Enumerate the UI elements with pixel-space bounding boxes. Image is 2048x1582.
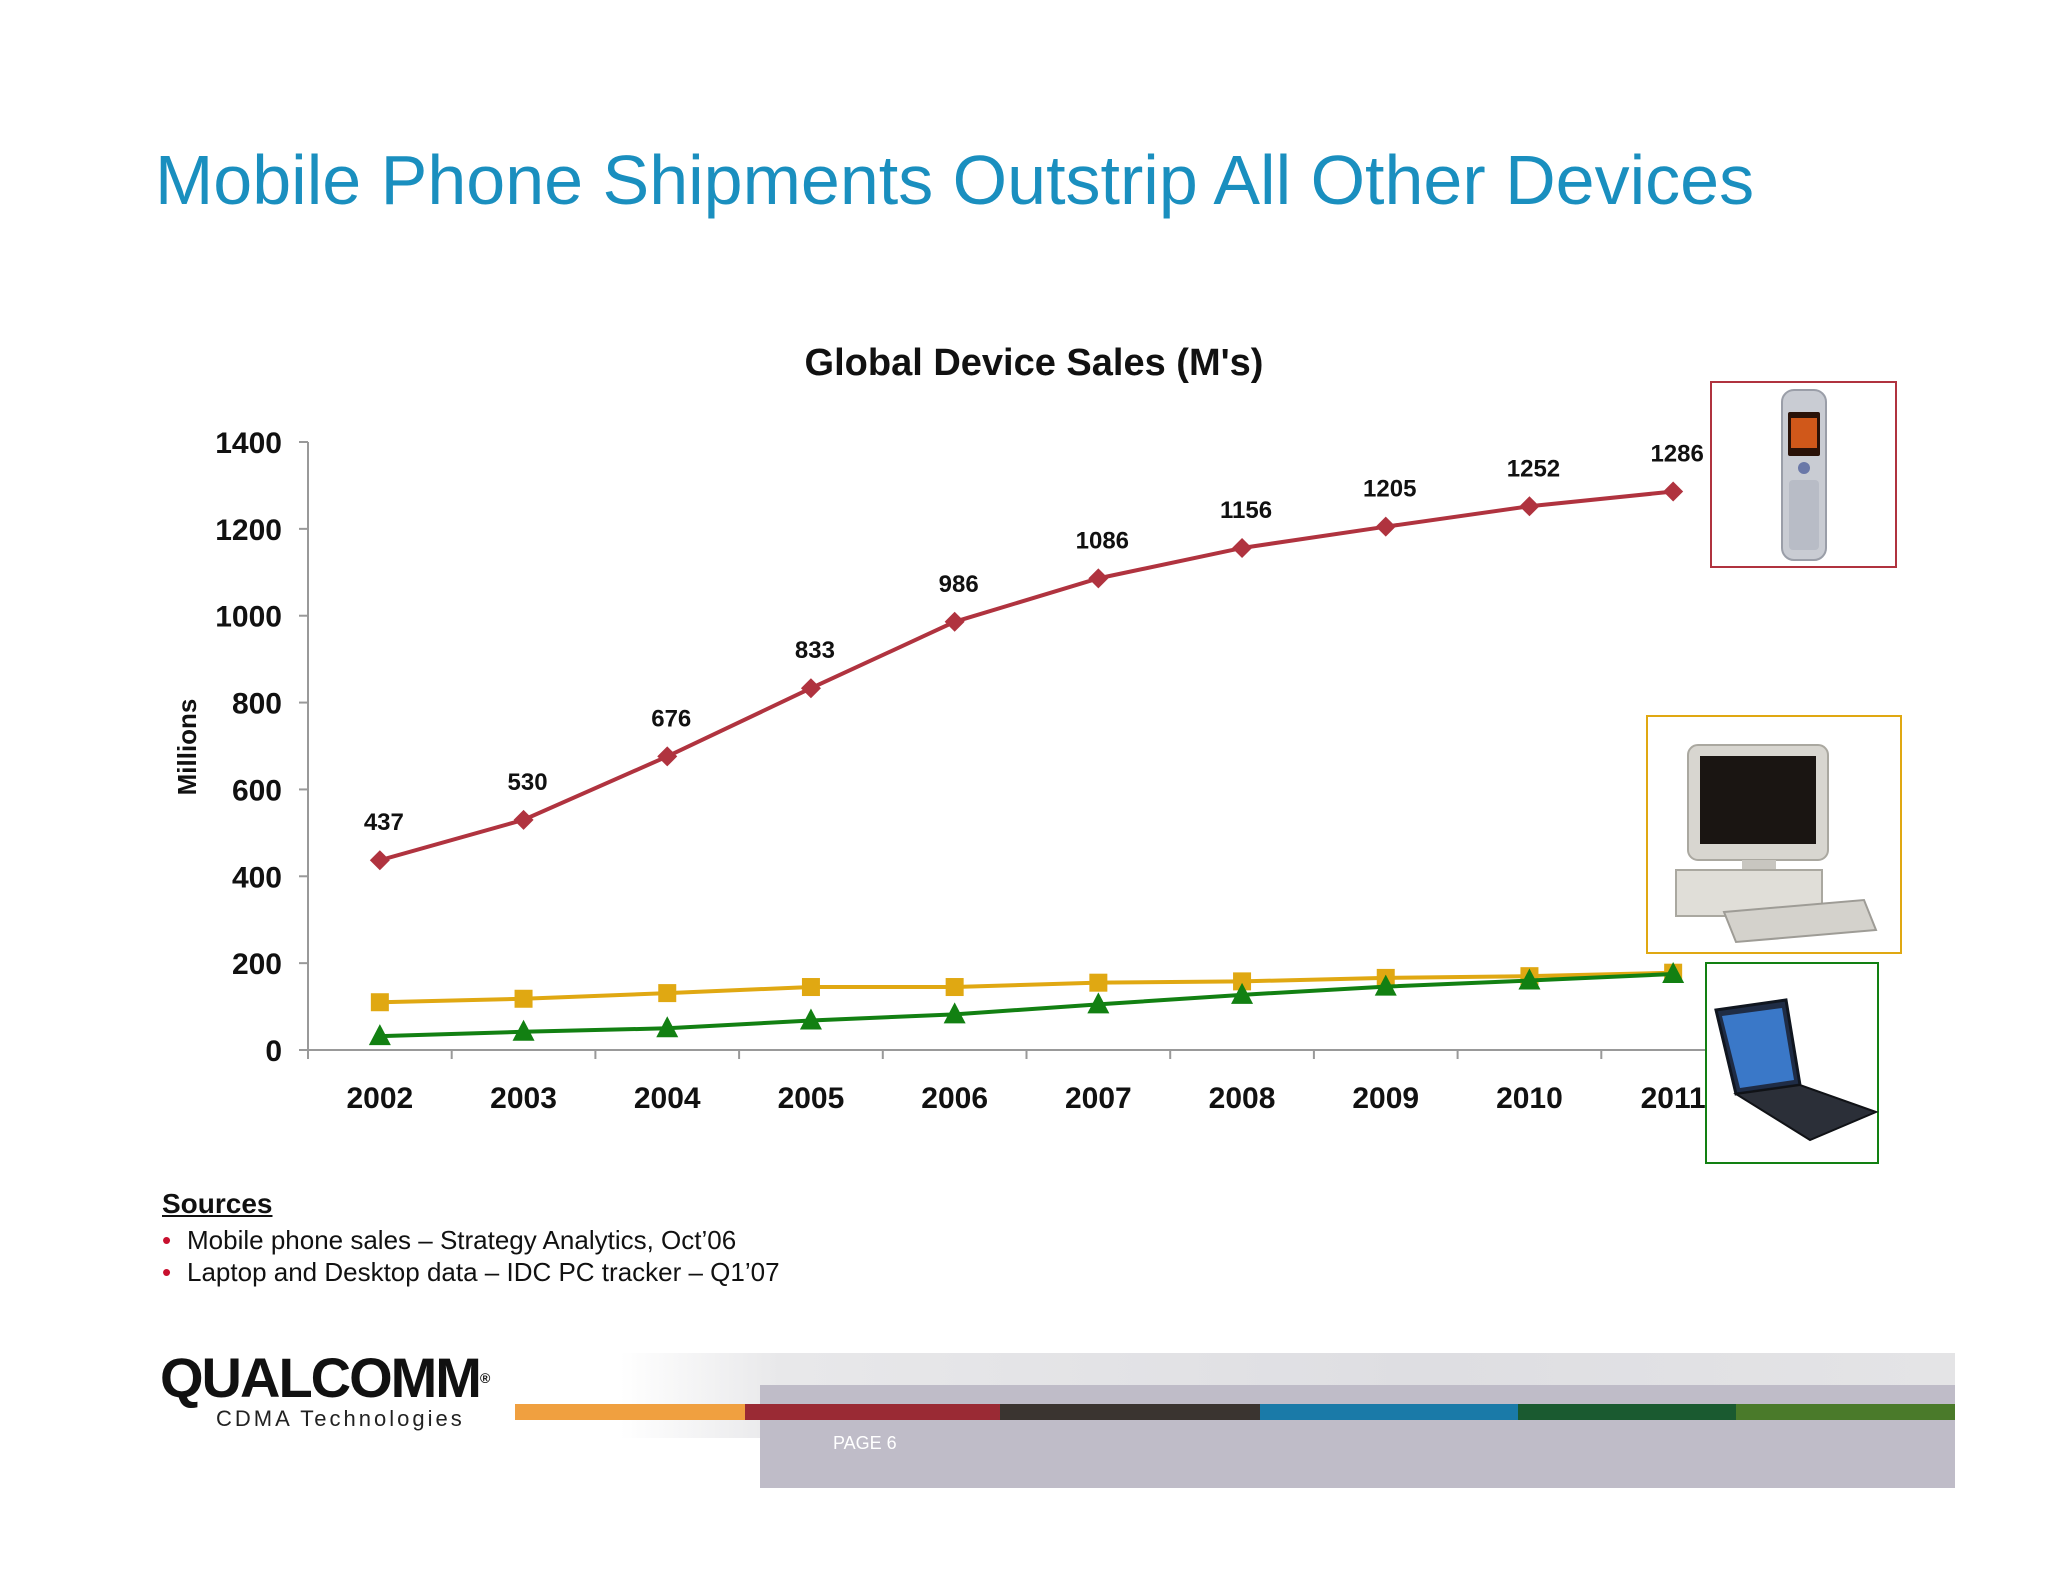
data-label-mobile: 1252 [1507,455,1560,482]
data-point-mobile [944,611,965,632]
footer-stripe-red [745,1404,1000,1420]
mobile-phone-image [1710,381,1897,568]
qualcomm-logo: QUALCOMM® CDMA Technologies [160,1346,490,1432]
chart-title: Global Device Sales (M's) [805,342,1264,384]
data-point-desktop [1089,973,1108,992]
footer-stripe-olive [1736,1404,1955,1420]
data-label-mobile: 986 [939,571,979,598]
series-line-desktop [379,970,1674,1005]
data-point-mobile [369,850,390,871]
data-point-desktop [514,989,533,1008]
chart-series [368,481,1685,1046]
desktop-computer-image [1646,715,1902,954]
source-item-mobile: Mobile phone sales – Strategy Analytics,… [162,1224,780,1256]
data-point-mobile [1232,537,1253,558]
footer-stripe-green [1518,1404,1736,1420]
chart-data-labels: 437 530 676 833 986 1086 1156 1205 1252 1286 [364,441,1704,837]
y-tick-label: 0 [265,1035,282,1068]
data-label-mobile: 1086 [1076,527,1129,554]
data-point-mobile [800,678,821,699]
footer-stripe-blue [1260,1404,1518,1420]
chart-axes: 0 200 400 600 800 1000 1200 1400 2002 2003 2004 200… [215,427,1746,1115]
footer-stripe-orange [515,1404,745,1420]
data-point-mobile [1519,496,1540,517]
sources-heading: Sources [162,1188,273,1219]
data-point-mobile [1663,481,1684,502]
data-point-laptop [1662,962,1685,983]
x-tick-label: 2008 [1209,1082,1276,1115]
series-line-mobile [379,489,1674,863]
data-label-mobile: 1286 [1650,441,1703,468]
x-tick-label: 2006 [921,1082,988,1115]
y-tick-label: 400 [232,861,282,894]
data-point-laptop [1374,974,1397,996]
data-label-mobile: 1156 [1220,497,1272,524]
source-item-pc: Laptop and Desktop data – IDC PC tracker… [162,1256,780,1288]
data-point-desktop [945,978,964,997]
data-point-desktop [801,978,820,997]
y-axis-label: Millions [172,699,202,796]
x-tick-label: 2009 [1352,1082,1419,1115]
data-point-desktop [1233,972,1252,991]
x-tick-label: 2007 [1065,1082,1132,1115]
data-point-mobile [1375,516,1396,537]
series-line-laptop [379,972,1674,1039]
data-point-laptop [368,1024,391,1046]
logo-tagline: CDMA Technologies [216,1406,465,1431]
y-tick-label: 1200 [215,514,282,547]
x-tick-label: 2004 [634,1082,701,1115]
footer-band [760,1385,1955,1488]
x-tick-label: 2010 [1496,1082,1563,1115]
footer-stripe-dark [1000,1404,1260,1420]
data-label-mobile: 1205 [1363,476,1416,503]
laptop-image [1705,962,1879,1164]
laptop-icon [1714,998,1879,1142]
x-tick-label: 2005 [778,1082,845,1115]
y-tick-label: 600 [232,774,282,807]
page-number: PAGE 6 [833,1433,897,1453]
data-point-laptop [799,1008,822,1030]
x-tick-label: 2003 [490,1082,557,1115]
data-point-laptop [943,1002,966,1024]
data-point-laptop [1087,992,1110,1014]
data-label-mobile: 437 [364,809,404,836]
desktop-computer-icon [1675,744,1878,944]
data-point-laptop [656,1016,679,1038]
data-label-mobile: 833 [795,637,835,664]
sources-block: Sources Mobile phone sales – Strategy An… [162,1188,780,1288]
mobile-phone-icon [1781,389,1827,561]
data-point-desktop [370,993,389,1012]
data-point-laptop [1231,982,1254,1004]
data-label-mobile: 530 [508,769,548,796]
data-point-mobile [513,809,534,830]
data-point-desktop [658,984,677,1003]
x-tick-label: 2011 [1641,1082,1706,1115]
y-tick-label: 1000 [215,601,282,634]
logo-wordmark: QUALCOMM® [160,1346,490,1409]
y-tick-label: 1400 [215,427,282,460]
y-tick-label: 800 [232,688,282,721]
data-point-laptop [1518,968,1541,990]
data-point-laptop [512,1019,535,1041]
slide-title: Mobile Phone Shipments Outstrip All Othe… [155,141,1755,219]
data-point-mobile [1088,568,1109,589]
x-tick-label: 2002 [346,1082,413,1115]
data-label-mobile: 676 [651,705,691,732]
data-point-mobile [657,746,678,767]
y-tick-label: 200 [232,948,282,981]
